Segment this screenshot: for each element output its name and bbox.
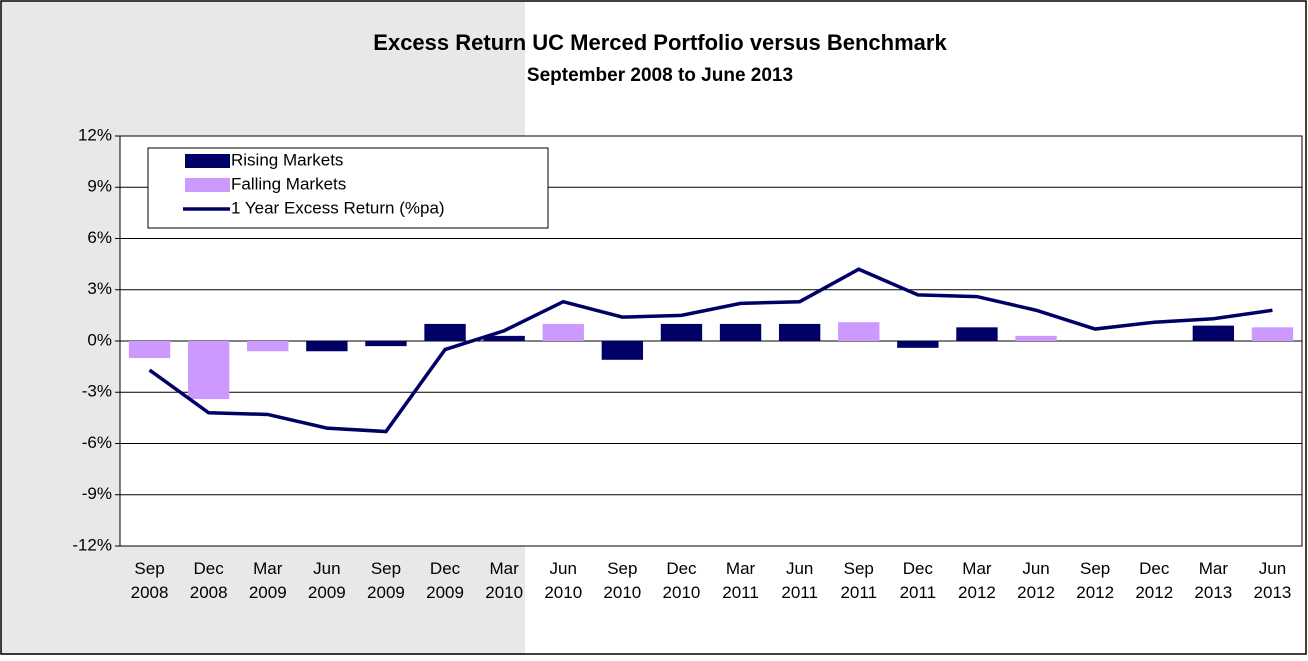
bar xyxy=(660,323,703,341)
bar xyxy=(187,341,230,400)
x-tick-label: Sep 2008 xyxy=(131,559,169,602)
legend-swatch xyxy=(185,178,230,192)
bar xyxy=(719,323,762,341)
bar xyxy=(365,341,407,347)
line xyxy=(148,267,1273,434)
x-tick-label: Jun 2010 xyxy=(544,559,582,602)
bar xyxy=(1192,325,1235,341)
bar xyxy=(838,322,880,341)
legend-swatch xyxy=(185,154,230,168)
x-tick-label: Dec 2010 xyxy=(663,559,701,602)
bar xyxy=(542,323,584,341)
bar xyxy=(306,341,348,352)
bar xyxy=(247,341,289,352)
x-tick-label: Dec 2009 xyxy=(426,559,464,602)
x-tick-label: Sep 2011 xyxy=(840,559,877,602)
y-tick-label: -3% xyxy=(82,382,112,401)
x-tick-label: Dec 2012 xyxy=(1135,559,1173,602)
bar xyxy=(483,335,525,341)
y-tick-label: 12% xyxy=(78,125,112,144)
chart-subtitle: September 2008 to June 2013 xyxy=(527,65,793,86)
bar xyxy=(956,327,998,341)
chart-title: Excess Return UC Merced Portfolio versus… xyxy=(373,30,947,55)
x-tick-label: Jun 2011 xyxy=(781,559,818,602)
legend-label: 1 Year Excess Return (%pa) xyxy=(231,198,445,217)
bar xyxy=(778,323,821,341)
x-tick-label: Dec 2011 xyxy=(900,559,937,602)
legend-label: Rising Markets xyxy=(231,150,343,169)
x-tick-label: Mar 2009 xyxy=(249,559,287,602)
legend-label: Falling Markets xyxy=(231,174,346,193)
bar xyxy=(424,323,466,341)
x-tick-label: Mar 2011 xyxy=(722,559,759,602)
bar xyxy=(1251,327,1294,341)
bar xyxy=(128,341,171,359)
x-tick-label: Jun 2009 xyxy=(308,559,346,602)
y-tick-label: -12% xyxy=(72,535,112,554)
bar xyxy=(601,341,644,360)
x-tick-label: Jun 2013 xyxy=(1254,559,1292,602)
x-tick-label: Mar 2013 xyxy=(1194,559,1232,602)
y-tick-label: -6% xyxy=(82,433,112,452)
y-tick-label: 6% xyxy=(87,228,112,247)
y-tick-label: 3% xyxy=(87,279,112,298)
x-tick-label: Jun 2012 xyxy=(1017,559,1055,602)
x-tick-label: Sep 2010 xyxy=(603,559,641,602)
x-tick-label: Mar 2012 xyxy=(958,559,996,602)
bar xyxy=(1015,335,1057,341)
bar xyxy=(897,341,939,348)
y-tick-label: 0% xyxy=(87,330,112,349)
x-tick-label: Sep 2012 xyxy=(1076,559,1114,602)
plot-border xyxy=(119,135,1303,547)
x-tick-label: Dec 2008 xyxy=(190,559,228,602)
y-tick-label: -9% xyxy=(82,484,112,503)
y-tick-label: 9% xyxy=(87,177,112,196)
x-tick-label: Sep 2009 xyxy=(367,559,405,602)
x-tick-label: Mar 2010 xyxy=(485,559,523,602)
